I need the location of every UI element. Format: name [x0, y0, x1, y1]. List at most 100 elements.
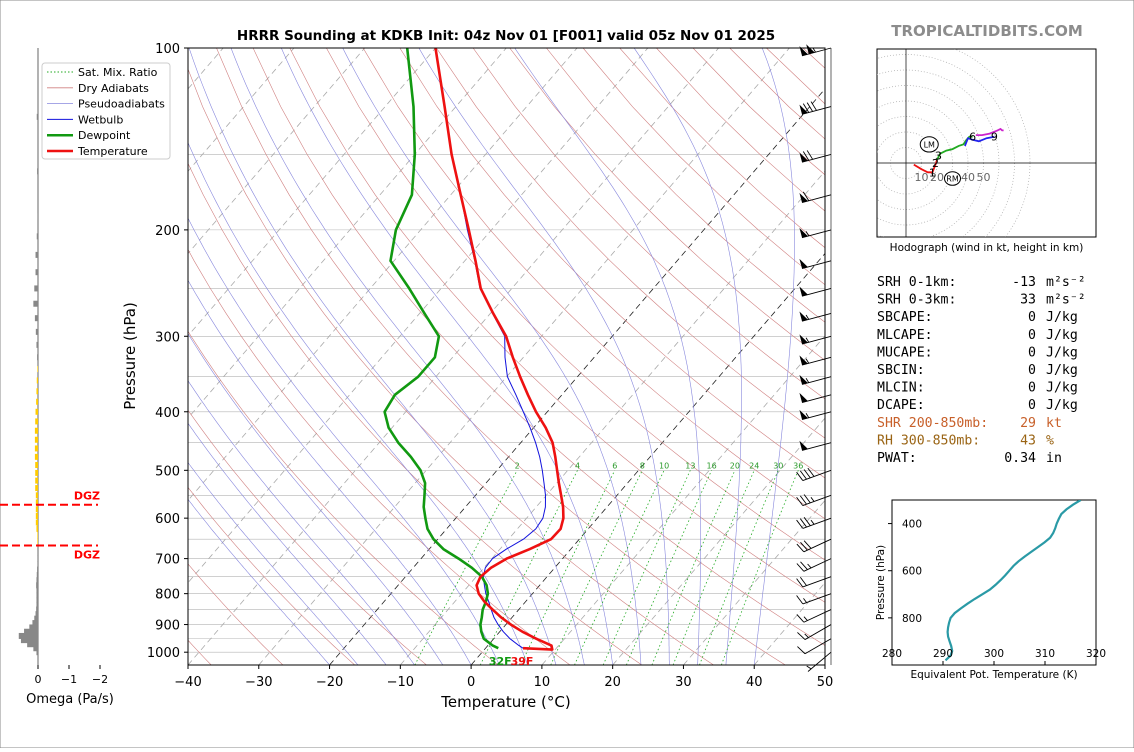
legend-label: Sat. Mix. Ratio — [78, 66, 158, 79]
stat-unit: J/kg — [1046, 381, 1078, 396]
omega-bar — [34, 285, 38, 292]
barb-full — [802, 103, 810, 113]
omega-bar — [18, 632, 38, 639]
wind-barb — [806, 651, 832, 672]
barb-staff — [801, 229, 832, 239]
omega-bar — [37, 544, 38, 551]
omega-bar — [34, 445, 38, 452]
barb-full — [796, 496, 804, 506]
barb-flag — [799, 440, 808, 451]
skewt-plot-area — [188, 48, 825, 665]
hodograph-frame — [876, 48, 1097, 238]
pseudoadiabat-line — [514, 48, 701, 665]
theta-e-x-tick-label: 320 — [1086, 648, 1106, 660]
stat-value: 0.34 — [1004, 451, 1036, 466]
dry-adiabat-line — [362, 48, 825, 520]
dry-adiabat-line — [252, 48, 825, 646]
pseudoadiabat-line — [281, 48, 613, 665]
stat-value: 0 — [1028, 310, 1036, 325]
barb-full — [810, 101, 817, 111]
x-tick-label: 30 — [675, 675, 692, 690]
wind-barb — [799, 227, 832, 239]
hodograph-panel: 102030405012369LMRMHodograph (wind in kt… — [876, 48, 1097, 254]
barb-staff — [803, 538, 832, 553]
omega-bar — [37, 213, 38, 220]
stat-label: RH 300-850mb: — [877, 433, 980, 448]
barb-full — [799, 470, 807, 480]
stat-label: SHR 200-850mb: — [877, 416, 988, 431]
barb-full — [803, 517, 811, 526]
omega-bar — [35, 408, 38, 415]
x-tick-label: 10 — [534, 675, 551, 690]
hodograph-height-label: 6 — [969, 131, 976, 144]
barb-staff — [801, 394, 832, 404]
mixing-ratio-label: 4 — [575, 461, 580, 470]
omega-bar — [35, 477, 38, 484]
barb-full — [803, 540, 812, 549]
wind-barb — [799, 409, 832, 420]
barb-full — [796, 614, 805, 623]
isotherm-line — [188, 48, 719, 665]
temperature-profile — [434, 48, 565, 651]
omega-bar — [37, 549, 38, 556]
wind-barb — [796, 538, 832, 553]
omega-bar — [36, 388, 38, 395]
pseudoadiabat-line — [188, 498, 330, 665]
omega-bar — [34, 436, 38, 443]
barb-staff — [801, 356, 832, 366]
hodograph-height-label: 2 — [932, 157, 939, 170]
mixing-ratio-label: 2 — [515, 461, 520, 470]
mixing-ratio-label: 20 — [730, 461, 740, 470]
theta-e-line — [944, 500, 1082, 662]
dry-adiabat-line — [546, 48, 825, 323]
theta-e-x-tick-label: 280 — [882, 648, 902, 660]
y-tick-label: 500 — [155, 464, 180, 479]
dry-adiabat-line — [188, 330, 499, 665]
hodograph-trace — [975, 127, 1004, 136]
storm-motion-label: RM — [946, 175, 959, 184]
mixing-ratio-line — [602, 470, 691, 665]
stat-unit: J/kg — [1046, 345, 1078, 360]
omega-bar — [34, 615, 38, 622]
omega-bar — [37, 555, 38, 562]
barb-full — [796, 519, 804, 529]
omega-bar — [36, 113, 38, 120]
dry-adiabat-line — [289, 48, 825, 603]
omega-bar — [36, 398, 38, 405]
pseudoadiabat-line — [188, 333, 444, 665]
barb-full — [796, 595, 804, 605]
barb-flag — [799, 334, 808, 345]
barb-staff — [802, 576, 832, 588]
omega-bar — [29, 624, 38, 631]
omega-bar — [36, 606, 38, 613]
barb-full — [800, 542, 808, 551]
stat-value: 0 — [1028, 328, 1036, 343]
pseudoadiabat-line — [418, 48, 670, 665]
barb-half — [806, 665, 812, 670]
storm-motion-marker — [944, 171, 961, 186]
x-tick-label: 50 — [817, 675, 834, 690]
barb-half — [805, 377, 810, 383]
barb-full — [797, 646, 806, 655]
mixing-ratio-line — [574, 470, 665, 665]
omega-bar — [36, 341, 38, 348]
mixing-ratio-line — [626, 470, 712, 665]
omega-bar — [35, 269, 38, 276]
barb-full — [800, 561, 808, 570]
wind-barb — [796, 576, 832, 588]
storm-motion-label: LM — [924, 140, 935, 149]
wind-barb — [796, 593, 832, 605]
theta-e-frame — [891, 499, 1097, 666]
mixing-ratio-label: 36 — [793, 461, 803, 470]
theta-e-y-tick-label: 600 — [902, 566, 922, 578]
isotherm-line — [683, 499, 825, 665]
legend-label: Dry Adiabats — [78, 82, 149, 95]
stat-value: 0 — [1028, 381, 1036, 396]
omega-bar — [36, 582, 38, 589]
dry-adiabat-lines — [188, 48, 825, 665]
wind-barb — [796, 517, 832, 529]
omega-bar — [32, 620, 38, 627]
barb-staff — [804, 638, 832, 655]
stat-unit: kt — [1046, 416, 1062, 431]
barb-full — [802, 151, 810, 161]
